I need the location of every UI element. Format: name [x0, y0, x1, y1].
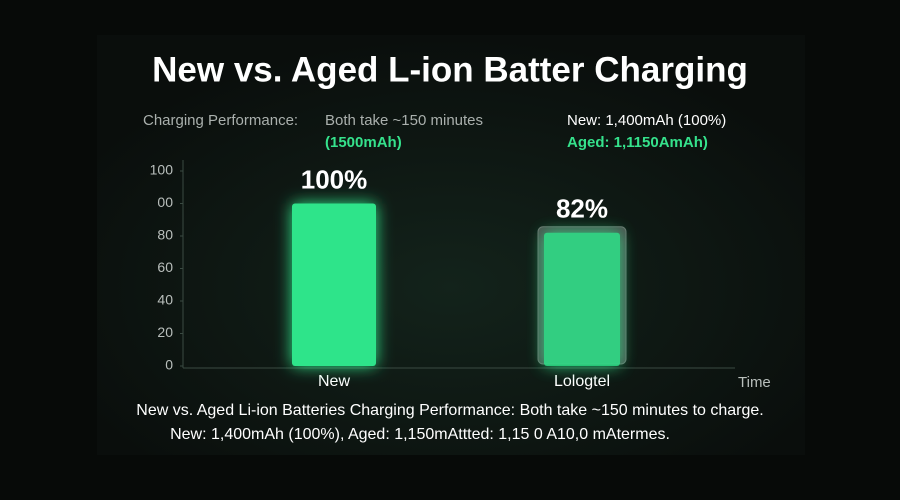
subtitle: Both take ~150 minutes [325, 112, 483, 129]
value-label: 100% [301, 164, 368, 194]
bar [292, 203, 376, 366]
y-tick-label: 00 [157, 194, 173, 210]
x-axis-label: Time [738, 374, 771, 391]
caption: New vs. Aged Li-ion Batteries Charging P… [136, 402, 763, 419]
y-tick-label: 20 [157, 324, 173, 340]
x-tick-label: New [318, 373, 350, 390]
caption: New: 1,400mAh (100%), Aged: 1,150mAttted… [170, 426, 670, 443]
bar [544, 232, 620, 366]
chart-title: New vs. Aged L-ion Batter Charging [152, 50, 748, 89]
subtitle: (1500mAh) [325, 134, 402, 151]
y-tick-label: 40 [157, 292, 173, 308]
y-tick-label: 60 [157, 259, 173, 275]
y-tick-label: 0 [165, 357, 173, 373]
subtitle: New: 1,400mAh (100%) [567, 112, 726, 129]
subtitle: Charging Performance: [143, 112, 298, 129]
subtitle: Aged: 1,1150AmAh) [567, 134, 708, 151]
y-tick-label: 100 [150, 162, 174, 178]
panel [97, 35, 805, 455]
y-tick-label: 80 [157, 227, 173, 243]
value-label: 82% [556, 194, 608, 224]
x-tick-label: Lologtel [554, 373, 610, 390]
